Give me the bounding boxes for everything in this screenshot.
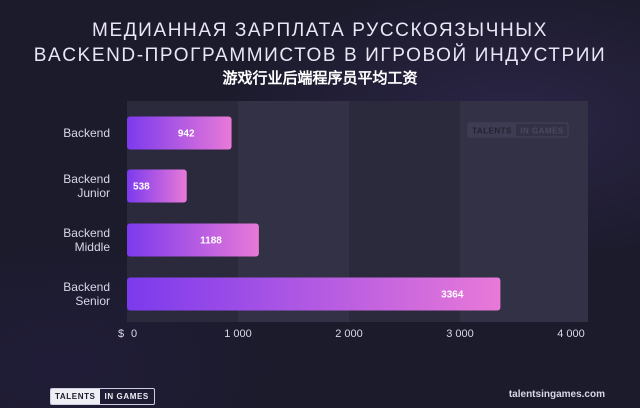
x-tick-label: 0 xyxy=(131,328,137,340)
bar-value-label: 3364 xyxy=(441,290,464,301)
x-tick-label: 4 000 xyxy=(557,328,585,340)
x-tick-label: 3 000 xyxy=(446,328,474,340)
bar xyxy=(127,277,501,311)
x-currency-label: $ xyxy=(118,328,124,340)
title-line-2: BACKEND-ПРОГРАММИСТОВ В ИГРОВОЙ ИНДУСТРИ… xyxy=(33,45,607,66)
category-label: Backend Junior xyxy=(63,172,110,200)
watermark-part2: IN GAMES xyxy=(520,127,564,136)
footer-url[interactable]: talentsingames.com xyxy=(508,389,605,400)
bar xyxy=(127,116,232,150)
x-tick-label: 1 000 xyxy=(224,328,252,340)
footer-logo-part2: IN GAMES xyxy=(104,392,149,401)
category-label: Backend Middle xyxy=(63,226,110,254)
title-line-1: МЕДИАННАЯ ЗАРПЛАТА РУССКОЯЗЫЧНЫХ xyxy=(92,20,548,41)
category-label: Backend Senior xyxy=(63,280,110,308)
bar xyxy=(127,169,187,203)
bar-value-label: 538 xyxy=(133,182,150,193)
category-label: Backend xyxy=(63,126,110,140)
bar-value-label: 1188 xyxy=(200,236,222,247)
bar-value-label: 942 xyxy=(178,129,195,140)
bar xyxy=(127,223,259,257)
footer-logo: TALENTS IN GAMES xyxy=(50,388,155,405)
watermark-part1: TALENTS xyxy=(472,127,512,136)
watermark: TALENTS IN GAMES xyxy=(467,122,569,138)
chart-subtitle: 游戏行业后端程序员平均工资 xyxy=(222,70,418,87)
footer-logo-part1: TALENTS xyxy=(51,389,100,404)
x-tick-label: 2 000 xyxy=(335,328,363,340)
chart-title: МЕДИАННАЯ ЗАРПЛАТА РУССКОЯЗЫЧНЫХ BACKEND… xyxy=(0,18,640,68)
